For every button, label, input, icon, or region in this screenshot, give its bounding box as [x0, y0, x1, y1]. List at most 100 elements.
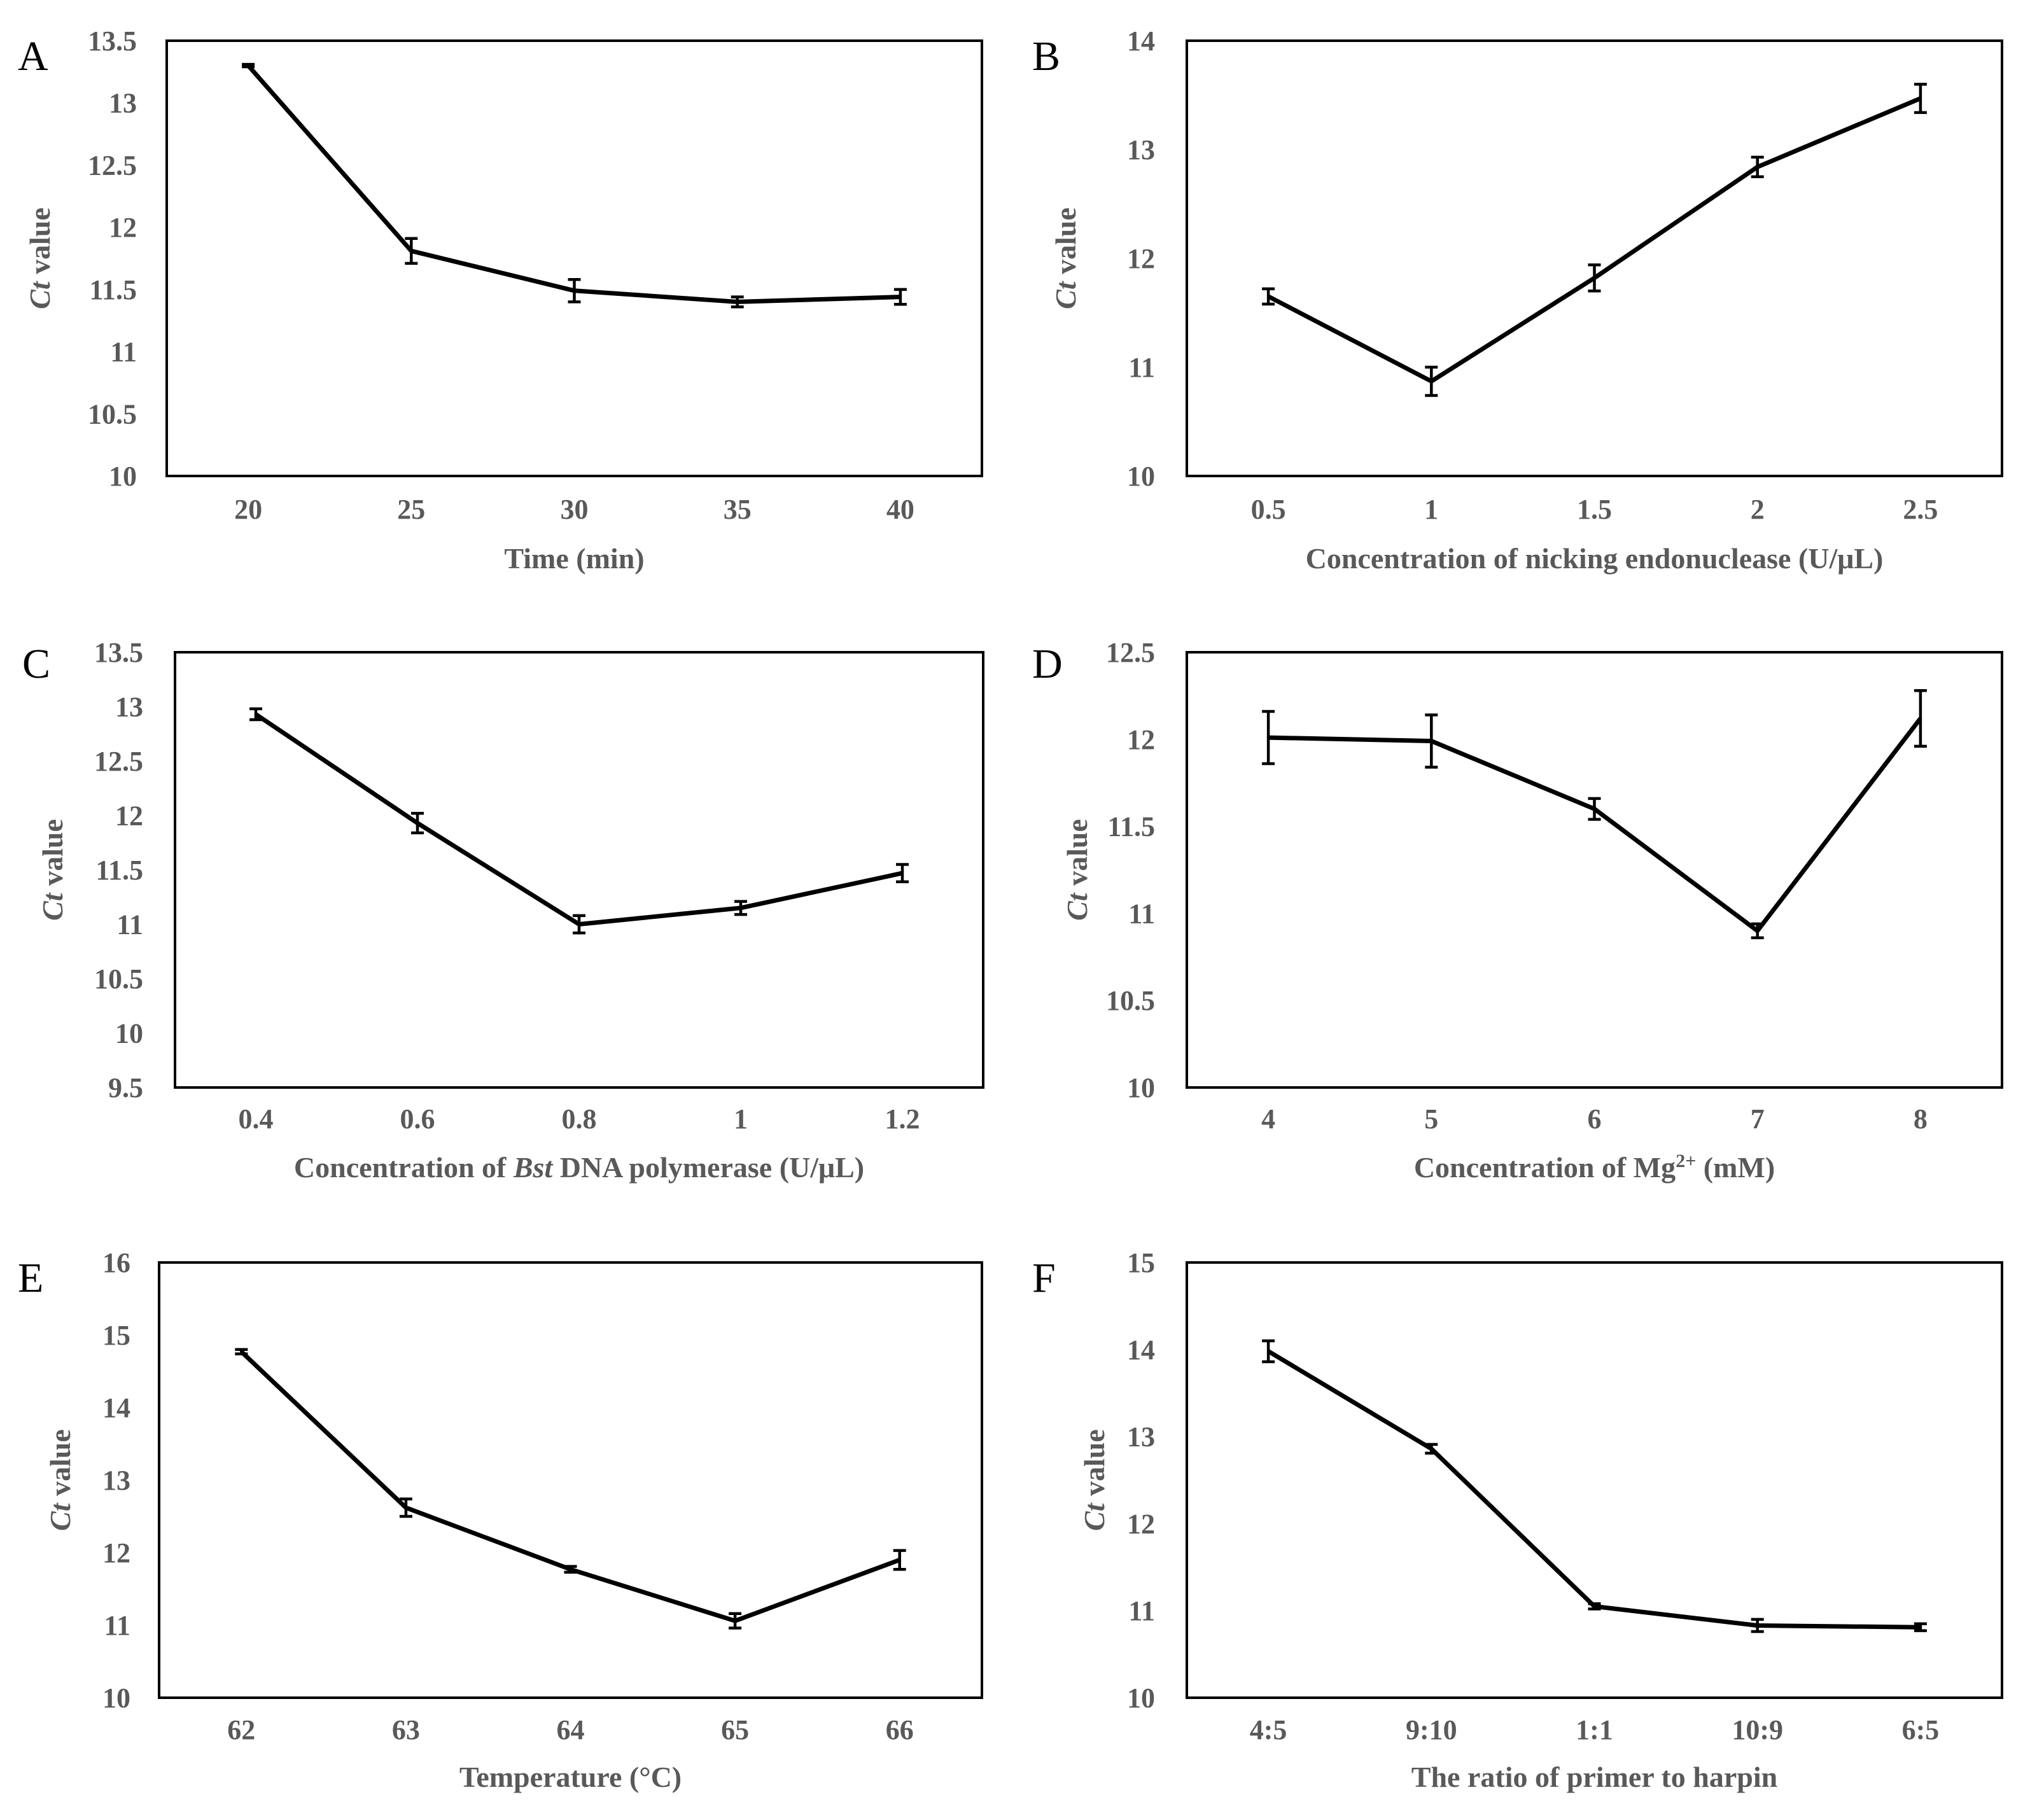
panel-f-y-tick-label: 15 — [1127, 1247, 1155, 1278]
panel-e: E 10 11 12 13 14 15 16 62 63 64 65 66 Temperature (°C… — [18, 1247, 983, 1793]
panel-c-x-tick-label: 1 — [734, 1103, 748, 1135]
panel-d-y-tick-label: 12.5 — [1106, 637, 1155, 668]
panel-b-x-tick-label: 0.5 — [1251, 494, 1286, 525]
panel-c-error-bar — [896, 863, 909, 884]
panel-f-x-tick-label: 9:10 — [1406, 1714, 1457, 1745]
panel-a-error-bar — [568, 277, 581, 304]
panel-a-x-tick-label: 40 — [886, 494, 914, 525]
panel-e-error-bar — [235, 1348, 248, 1355]
panel-c-x-tick-label: 0.6 — [400, 1103, 435, 1135]
panel-d-x-axis-title: Concentration of Mg2+ (mM) — [1414, 1150, 1775, 1184]
panel-c-y-axis-title-part: value — [36, 819, 69, 893]
panel-a-series-line — [246, 64, 901, 304]
panel-b-plot-area — [1186, 39, 2003, 477]
panel-d-error-bar — [1262, 710, 1275, 766]
panel-a-y-tick-label: 10.5 — [88, 398, 137, 430]
panel-f-y-axis-title-part: value — [1078, 1429, 1110, 1503]
panel-d-x-axis-title-part: 2+ — [1676, 1150, 1696, 1171]
panel-f-x-tick-label: 6:5 — [1902, 1714, 1940, 1745]
panel-a-error-bar — [405, 237, 418, 265]
panel-c-y-axis-title: Ct value — [36, 819, 69, 921]
panel-e-series-line — [239, 1350, 900, 1623]
panel-f-y-tick-label: 13 — [1127, 1422, 1155, 1453]
panel-d-y-axis-title-part: value — [1061, 819, 1093, 893]
panel-e-y-axis-title-part: Ct — [44, 1502, 76, 1531]
panel-d: D 10 10.5 11 11.5 12 12.5 4 5 6 7 8 Concentration of… — [1032, 637, 2003, 1184]
panel-d-x-axis-title-part: (mM) — [1696, 1151, 1775, 1184]
panel-e-y-axis-title-part: value — [44, 1429, 76, 1503]
panel-a-y-tick-label: 12.5 — [88, 150, 137, 181]
panel-a-y-axis-title-part: Ct — [24, 281, 56, 309]
panel-a-error-bar — [242, 62, 255, 69]
panel-e-x-tick-label: 66 — [886, 1714, 914, 1745]
panel-e-y-tick-label: 15 — [102, 1320, 130, 1351]
panel-a-x-tick-label: 20 — [234, 494, 262, 525]
panel-c-label: C — [22, 641, 50, 687]
panel-e-x-axis-title: Temperature (°C) — [459, 1761, 682, 1793]
panel-f-y-axis-title-part: Ct — [1078, 1502, 1110, 1531]
panel-e-y-tick-label: 12 — [102, 1537, 130, 1569]
panel-a-y-tick-label: 13.5 — [88, 25, 137, 57]
panel-b-series-line — [1267, 96, 1922, 384]
panel-d-error-bar — [1751, 922, 1764, 939]
panel-a-y-tick-label: 13 — [109, 88, 137, 119]
panel-a-error-bar — [731, 295, 744, 309]
panel-d-plot-area — [1186, 651, 2003, 1089]
panel-a-y-tick-label: 11.5 — [89, 274, 137, 305]
panel-b-x-axis-title: Concentration of nicking endonuclease (U… — [1306, 542, 1884, 575]
panel-b-x-tick-label: 1.5 — [1577, 494, 1612, 525]
panel-b-x-tick-label: 1 — [1424, 494, 1438, 525]
panel-e-error-bar — [893, 1549, 906, 1571]
panel-c-y-tick-label: 10 — [115, 1018, 143, 1049]
panel-c-error-bar — [411, 811, 424, 835]
panel-d-label: D — [1032, 641, 1063, 687]
panel-b-error-bar — [1262, 287, 1275, 306]
panel-e-plot-area — [158, 1261, 983, 1699]
panel-e-x-axis-title-part: Temperature (°C) — [459, 1761, 682, 1793]
panel-e-y-tick-label: 14 — [102, 1392, 130, 1423]
panel-c-x-axis-title: Concentration of Bst DNA polymerase (U/μ… — [294, 1151, 864, 1184]
panel-b-label: B — [1032, 33, 1060, 80]
panel-c-series-line — [255, 712, 903, 926]
panel-b-y-tick-label: 14 — [1127, 25, 1155, 57]
panel-b-y-tick-label: 10 — [1127, 461, 1155, 492]
panel-c-y-axis-title-part: Ct — [36, 892, 69, 921]
panel-e-y-tick-label: 13 — [102, 1465, 130, 1496]
panel-e-error-bar — [564, 1565, 577, 1574]
panel-a-x-axis-title-part: Time (min) — [504, 542, 644, 575]
panel-d-x-axis-title-part: Concentration of Mg — [1414, 1151, 1676, 1184]
panel-b-error-bar — [1425, 365, 1438, 397]
panel-c-x-tick-label: 0.8 — [562, 1103, 597, 1135]
panel-c-error-bar — [734, 900, 747, 916]
panel-a-x-tick-label: 35 — [724, 494, 752, 525]
panel-b-y-tick-label: 11 — [1128, 352, 1155, 383]
panel-f-label: F — [1032, 1255, 1056, 1301]
panel-c-y-tick-label: 12 — [115, 801, 143, 832]
panel-c-y-tick-label: 13 — [115, 692, 143, 723]
panel-c-y-tick-label: 9.5 — [108, 1072, 143, 1103]
panel-b-x-axis-title-part: Concentration of nicking endonuclease (U… — [1306, 542, 1884, 575]
panel-e-error-bar — [399, 1497, 412, 1518]
panel-d-y-tick-label: 10.5 — [1106, 985, 1155, 1016]
panel-d-y-tick-label: 11 — [1128, 898, 1155, 929]
panel-b-y-tick-label: 13 — [1127, 134, 1155, 165]
panel-c-x-axis-title-part: DNA polymerase (U/μL) — [552, 1151, 864, 1184]
panel-a-label: A — [18, 33, 48, 80]
panel-a-x-tick-label: 25 — [397, 494, 425, 525]
panel-d-x-tick-label: 4 — [1261, 1103, 1275, 1135]
panel-f-y-tick-label: 10 — [1127, 1682, 1155, 1714]
panel-b-y-axis-title-part: value — [1049, 207, 1082, 281]
panel-a-y-axis-title: Ct value — [24, 207, 56, 309]
panel-f-x-tick-label: 1:1 — [1576, 1714, 1613, 1745]
panel-a-x-tick-label: 30 — [561, 494, 589, 525]
panel-d-y-tick-label: 10 — [1127, 1072, 1155, 1103]
panel-f-y-axis-title: Ct value — [1078, 1429, 1110, 1531]
panel-e-y-tick-label: 11 — [104, 1610, 130, 1641]
panel-c-x-tick-label: 0.4 — [239, 1103, 274, 1135]
panel-d-series-line — [1268, 717, 1922, 933]
panel-b-y-axis-title-part: Ct — [1049, 281, 1082, 309]
panel-b-error-bar — [1588, 263, 1601, 293]
panel-f-x-axis-title: The ratio of primer to harpin — [1411, 1761, 1777, 1793]
panel-d-error-bar — [1914, 689, 1927, 748]
